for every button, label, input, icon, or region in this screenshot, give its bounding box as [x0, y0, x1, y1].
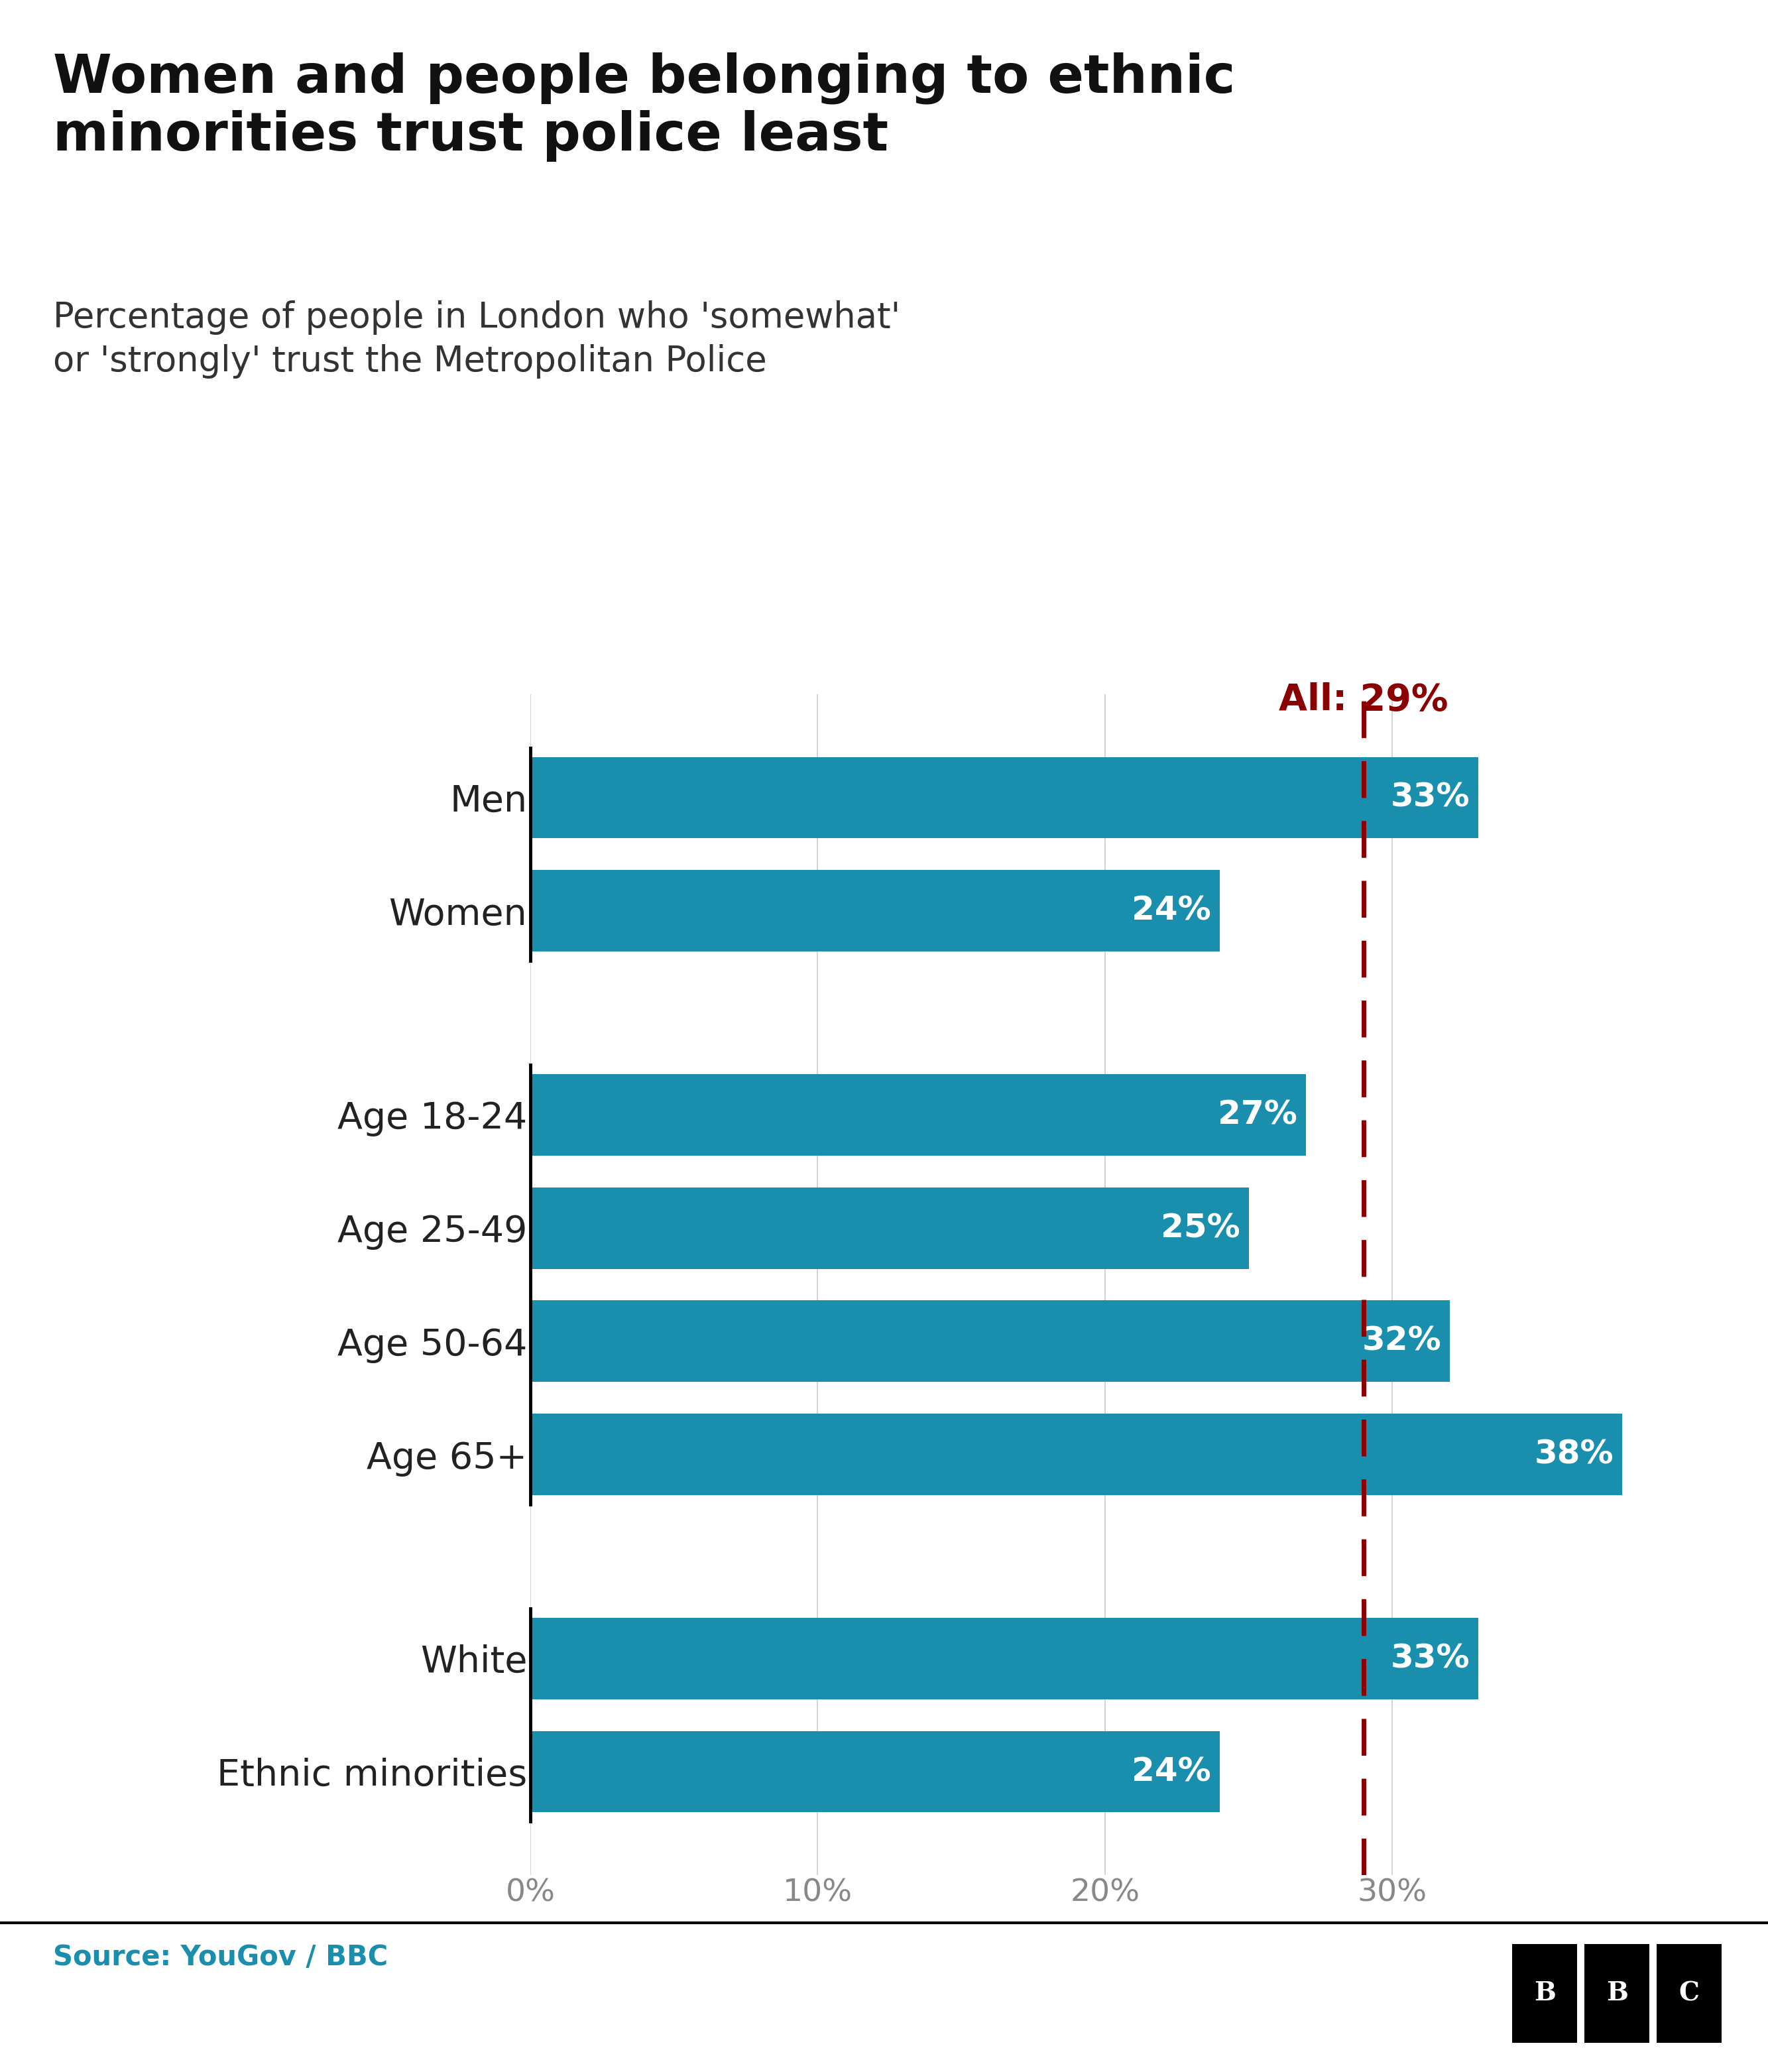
- Bar: [530, 1618, 1478, 1699]
- Text: B: B: [1535, 1981, 1556, 2006]
- Text: 27%: 27%: [1218, 1098, 1298, 1131]
- Text: 33%: 33%: [1391, 1643, 1469, 1674]
- FancyBboxPatch shape: [1512, 1944, 1577, 2043]
- Text: 25%: 25%: [1160, 1212, 1239, 1243]
- Text: 38%: 38%: [1535, 1438, 1614, 1471]
- Text: 24%: 24%: [1132, 895, 1211, 926]
- Bar: [530, 1073, 1307, 1156]
- Bar: [530, 870, 1220, 951]
- Text: B: B: [1605, 1981, 1628, 2006]
- Text: C: C: [1680, 1981, 1699, 2006]
- Text: 33%: 33%: [1391, 781, 1469, 814]
- FancyBboxPatch shape: [1657, 1944, 1722, 2043]
- Bar: [530, 1730, 1220, 1813]
- Text: All: 29%: All: 29%: [1278, 682, 1448, 719]
- Bar: [530, 1301, 1450, 1382]
- Bar: [530, 1187, 1248, 1268]
- FancyBboxPatch shape: [1584, 1944, 1650, 2043]
- Bar: [530, 756, 1478, 839]
- Text: Women and people belonging to ethnic
minorities trust police least: Women and people belonging to ethnic min…: [53, 52, 1236, 162]
- Text: Source: YouGov / BBC: Source: YouGov / BBC: [53, 1944, 387, 1970]
- Bar: [530, 1413, 1623, 1496]
- Text: Percentage of people in London who 'somewhat'
or 'strongly' trust the Metropolit: Percentage of people in London who 'some…: [53, 300, 900, 379]
- Text: 32%: 32%: [1361, 1326, 1441, 1357]
- Text: 24%: 24%: [1132, 1755, 1211, 1788]
